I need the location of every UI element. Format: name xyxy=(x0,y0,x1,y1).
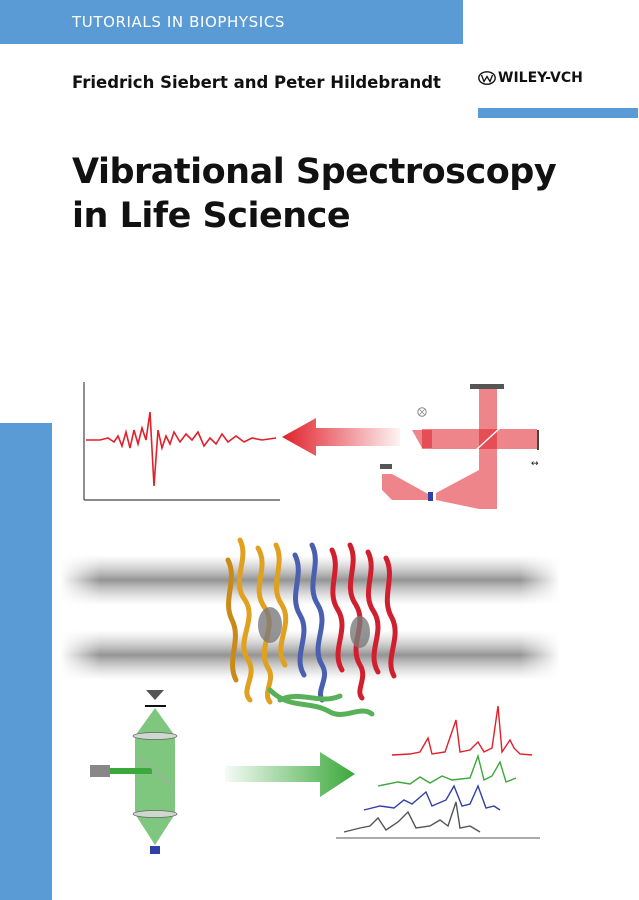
publisher: WILEY-VCH xyxy=(478,70,583,86)
title-line-1: Vibrational Spectroscopy xyxy=(72,152,557,192)
side-accent-bar xyxy=(0,423,52,900)
book-title: Vibrational Spectroscopy in Life Science xyxy=(72,150,632,238)
svg-text:↔: ↔ xyxy=(531,459,539,469)
authors: Friedrich Siebert and Peter Hildebrandt xyxy=(72,73,441,92)
green-arrow-icon xyxy=(225,752,355,797)
publisher-name: WILEY-VCH xyxy=(498,70,583,86)
series-label: TUTORIALS IN BIOPHYSICS xyxy=(72,13,286,31)
membrane-protein-icon xyxy=(225,537,398,717)
title-line-2: in Life Science xyxy=(72,196,351,236)
red-arrow-icon xyxy=(282,418,400,456)
interferometer-icon: ↔ xyxy=(380,384,539,509)
series-banner: TUTORIALS IN BIOPHYSICS xyxy=(0,0,463,44)
accent-bar xyxy=(478,108,638,118)
microscope-icon xyxy=(90,690,178,854)
wiley-logo-icon xyxy=(478,71,496,85)
raman-spectra-icon xyxy=(336,705,540,839)
cover-illustration: ↔ xyxy=(60,382,560,854)
ir-spectrum-icon xyxy=(83,382,280,501)
